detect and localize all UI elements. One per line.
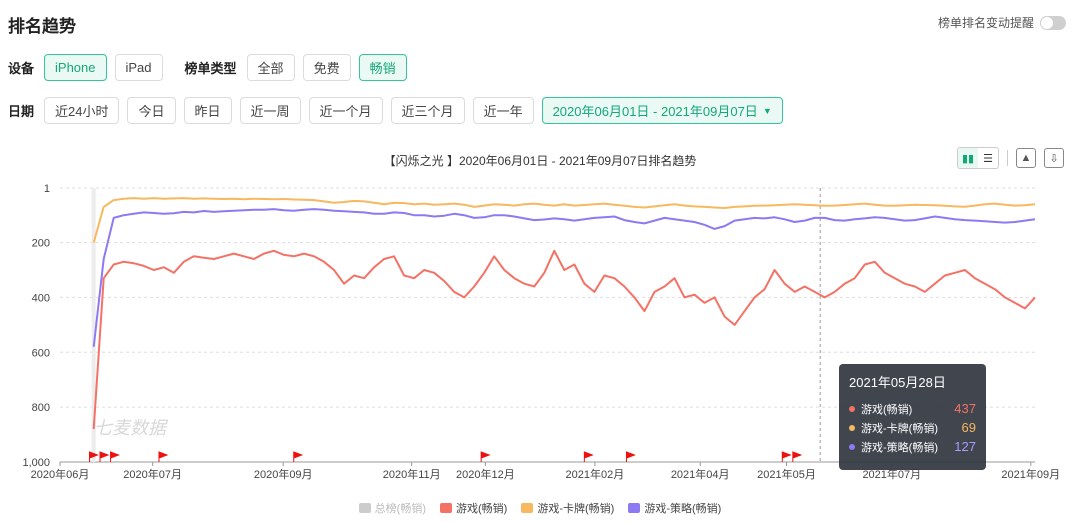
- tooltip-series-name: 游戏(畅销): [861, 403, 913, 416]
- device-ipad-button[interactable]: iPad: [114, 54, 163, 81]
- y-axis-ticks: 1 200 400 600 800 1,000: [22, 183, 50, 469]
- download-icon[interactable]: ⇩: [1044, 148, 1064, 168]
- chevron-down-icon: ▼: [762, 105, 772, 116]
- date-range-value: 2020年06月01日 - 2021年09月07日: [552, 104, 758, 119]
- x-tick-label: 2020年09月: [254, 467, 313, 481]
- chart-type-free-button[interactable]: 免费: [302, 54, 351, 81]
- chart-view-toggle: ▮▮ ☰: [957, 147, 999, 169]
- date-month-button[interactable]: 近一个月: [308, 97, 383, 124]
- image-export-icon[interactable]: ▲: [1016, 148, 1036, 168]
- date-year-button[interactable]: 近一年: [472, 97, 534, 124]
- date-label: 日期: [8, 104, 35, 119]
- y-tick-label: 1,000: [22, 457, 50, 469]
- divider: [1007, 150, 1008, 166]
- list-icon[interactable]: ☰: [983, 152, 993, 165]
- chart-type-all-button[interactable]: 全部: [246, 54, 295, 81]
- event-flag-icon: [792, 451, 803, 462]
- series-line: [92, 208, 1036, 347]
- rank-alert-label: 榜单排名变动提醒: [937, 16, 1034, 30]
- device-label: 设备: [8, 61, 35, 76]
- x-tick-label: 2021年09月: [1001, 467, 1060, 481]
- event-flag-icon: [293, 451, 304, 462]
- x-tick-label: 2020年11月: [383, 467, 441, 481]
- event-flag-icon: [781, 451, 792, 462]
- device-iphone-button[interactable]: iPhone: [44, 54, 107, 81]
- legend-item-total[interactable]: 总榜(畅销): [358, 500, 426, 516]
- series-line: [92, 197, 1036, 243]
- filter-row-date: 日期 近24小时 今日 昨日 近一周 近一个月 近三个月 近一年 2020年06…: [8, 97, 791, 124]
- tooltip-row: 游戏-卡牌(畅销) 69: [849, 418, 976, 437]
- date-range-picker[interactable]: 2020年06月01日 - 2021年09月07日 ▼: [541, 97, 783, 124]
- y-tick-label: 600: [32, 347, 50, 359]
- tooltip-date: 2021年05月28日: [849, 375, 946, 390]
- series-dot-icon: [849, 405, 855, 412]
- chart-toolbar: ▮▮ ☰ ▲ ⇩: [957, 147, 1064, 169]
- series-lines: [92, 197, 1036, 430]
- x-tick-label: 2021年02月: [566, 467, 625, 481]
- tooltip-value: 69: [961, 420, 976, 435]
- event-flags: [88, 451, 803, 462]
- tooltip-series-name: 游戏-卡牌(畅销): [861, 422, 938, 435]
- start-band: [91, 188, 96, 462]
- tooltip-value: 127: [954, 439, 976, 454]
- x-tick-label: 2021年04月: [671, 467, 730, 481]
- series-line: [92, 249, 1036, 430]
- date-week-button[interactable]: 近一周: [239, 97, 301, 124]
- chart-type-grossing-button[interactable]: 畅销: [358, 54, 407, 81]
- chart-legend: 总榜(畅销) 游戏(畅销) 游戏-卡牌(畅销) 游戏-策略(畅销): [0, 500, 1080, 516]
- event-flag-icon: [158, 451, 169, 462]
- chart-grid: [60, 187, 1035, 463]
- date-24h-button[interactable]: 近24小时: [44, 97, 120, 124]
- watermark: 七麦数据: [94, 418, 169, 438]
- page-title: 排名趋势: [8, 17, 76, 36]
- chart-title: 【闪烁之光 】2020年06月01日 - 2021年09月07日排名趋势: [383, 154, 697, 168]
- chart-type-label: 榜单类型: [184, 61, 237, 76]
- event-flag-icon: [625, 451, 636, 462]
- series-dot-icon: [849, 424, 855, 431]
- y-tick-label: 200: [32, 238, 50, 250]
- date-yesterday-button[interactable]: 昨日: [183, 97, 232, 124]
- event-flag-icon: [88, 451, 99, 462]
- filter-row-device: 设备 iPhone iPad 榜单类型 全部 免费 畅销: [8, 54, 415, 81]
- y-tick-label: 1: [44, 183, 50, 195]
- x-axis-ticks: 2020年06月 2020年07月 2020年09月 2020年11月 2020年12月…: [31, 462, 1060, 481]
- date-today-button[interactable]: 今日: [127, 97, 176, 124]
- y-tick-label: 400: [32, 292, 50, 304]
- tooltip-row: 游戏(畅销) 437: [849, 399, 976, 418]
- x-tick-label: 2020年07月: [123, 467, 182, 481]
- event-flag-icon: [99, 451, 110, 462]
- legend-item-game[interactable]: 游戏(畅销): [440, 500, 507, 516]
- y-tick-label: 800: [32, 402, 50, 414]
- event-flag-icon: [110, 451, 120, 462]
- chart-tooltip: 2021年05月28日 游戏(畅销) 437 游戏-卡牌(畅销) 69 游戏-策…: [839, 364, 986, 470]
- x-tick-label: 2021年07月: [862, 467, 921, 481]
- series-dot-icon: [849, 443, 855, 450]
- legend-item-strategy[interactable]: 游戏-策略(畅销): [628, 500, 721, 516]
- tooltip-row: 游戏-策略(畅销) 127: [849, 437, 976, 456]
- tooltip-value: 437: [954, 401, 976, 416]
- rank-alert-toggle[interactable]: [1040, 15, 1066, 30]
- date-3month-button[interactable]: 近三个月: [390, 97, 465, 124]
- event-flag-icon: [583, 451, 594, 462]
- event-flag-icon: [480, 451, 491, 462]
- bar-chart-icon[interactable]: ▮▮: [958, 148, 978, 168]
- x-tick-label: 2021年05月: [757, 467, 816, 481]
- legend-item-card[interactable]: 游戏-卡牌(畅销): [521, 500, 614, 516]
- rank-alert-setting: 榜单排名变动提醒: [938, 14, 1066, 31]
- x-tick-label: 2020年12月: [456, 467, 515, 481]
- tooltip-series-name: 游戏-策略(畅销): [861, 441, 938, 454]
- x-tick-label: 2020年06月: [31, 467, 90, 481]
